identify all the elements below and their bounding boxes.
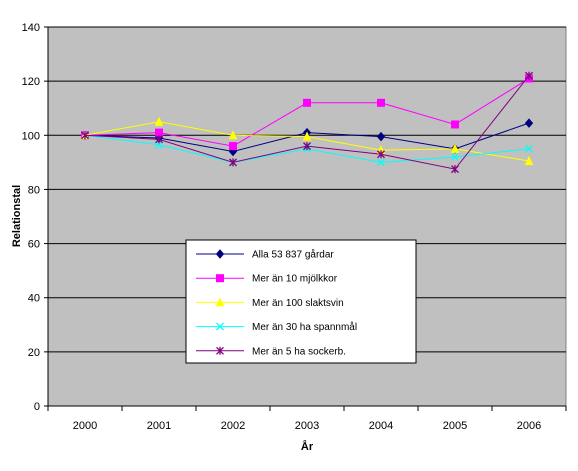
legend-label: Mer än 5 ha sockerb.: [252, 346, 346, 357]
legend-entry: Mer än 100 slaktsvin: [196, 297, 344, 309]
legend-box: [185, 239, 417, 364]
legend-marker: [216, 274, 224, 283]
y-ticks: 0 20 40 60 80 100 120 140: [22, 22, 48, 413]
data-point: [81, 131, 89, 140]
x-tick-label: 2005: [443, 420, 467, 432]
data-point: [229, 142, 237, 151]
y-tick-label: 0: [34, 401, 40, 413]
legend-label: Mer än 100 slaktsvin: [252, 298, 344, 309]
data-point: [154, 116, 164, 126]
data-point: [228, 130, 238, 140]
legend: Alla 53 837 gårdar Mer än 10 mjölkkor Mer …: [185, 239, 417, 364]
y-axis-title: Relationstal: [11, 185, 23, 247]
data-point: [376, 131, 386, 142]
data-point: [229, 158, 237, 167]
data-point: [524, 118, 534, 128]
data-point: [302, 131, 312, 141]
data-point: [155, 128, 163, 137]
legend-entry: Alla 53 837 gårdar: [196, 249, 334, 261]
data-point: [303, 98, 311, 107]
x-tick-label: 2002: [221, 420, 245, 432]
series: [80, 71, 534, 174]
series-5: [81, 71, 533, 174]
legend-label: Mer än 30 ha spannmål: [252, 321, 357, 333]
x-axis-title: År: [301, 440, 314, 453]
data-point: [525, 144, 533, 153]
data-point: [377, 158, 385, 167]
legend-marker: [216, 346, 224, 355]
data-point: [451, 152, 459, 161]
data-point: [525, 71, 533, 80]
legend-entry: Mer än 10 mjölkkor: [196, 274, 338, 285]
legend-label: Alla 53 837 gårdar: [252, 249, 334, 261]
data-point: [451, 120, 459, 129]
y-tick-label: 80: [28, 184, 40, 196]
x-tick-label: 2004: [369, 420, 393, 432]
legend-label: Mer än 10 mjölkkor: [252, 274, 338, 285]
data-point: [377, 98, 385, 107]
x-tick-label: 2006: [517, 420, 541, 432]
data-point: [155, 135, 163, 144]
legend-entry: Mer än 5 ha sockerb.: [196, 346, 346, 357]
data-point: [450, 143, 460, 153]
x-tick-label: 2000: [73, 420, 97, 432]
legend-entries: Alla 53 837 gårdar Mer än 10 mjölkkor Mer …: [196, 249, 357, 357]
legend-marker: [215, 297, 225, 307]
y-tick-label: 40: [28, 293, 40, 305]
data-point: [451, 165, 459, 174]
legend-entry: Mer än 30 ha spannmål: [196, 321, 357, 333]
data-point: [377, 150, 385, 159]
y-tick-label: 100: [22, 130, 40, 142]
y-tick-label: 140: [22, 22, 40, 34]
legend-marker: [216, 322, 224, 331]
legend-marker: [215, 249, 225, 259]
data-point: [524, 155, 534, 166]
y-tick-label: 120: [22, 76, 40, 88]
y-tick-label: 20: [28, 347, 40, 359]
x-tick-label: 2001: [147, 420, 171, 432]
data-point: [303, 142, 311, 151]
x-ticks: 2000 2001 2002 2003 2004 2005 2006: [47, 406, 567, 432]
y-tick-label: 60: [28, 239, 40, 251]
x-tick-label: 2003: [295, 420, 319, 432]
